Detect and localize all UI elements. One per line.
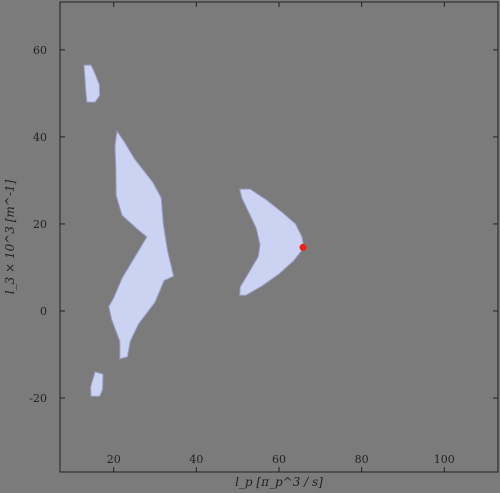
x-tick-label-1: 20: [107, 453, 121, 466]
points-layer: [299, 243, 307, 251]
axes-layer: 20 40 60 80 100 -20 0 20 40 60: [29, 1, 499, 473]
y-tick-label-3: 20: [33, 218, 47, 231]
x-tick-label-3: 60: [272, 453, 286, 466]
y-tick-label-4: 40: [33, 131, 47, 144]
regions-layer: [83, 64, 305, 397]
allowed-region-1: [83, 64, 101, 103]
x-axis-label: l_p [π_p^3 / s]: [235, 475, 323, 489]
x-tick-label-2: 40: [189, 453, 203, 466]
x-tick-label-5: 100: [434, 453, 455, 466]
y-tick-label-1: -20: [29, 392, 47, 405]
allowed-region-4: [239, 188, 305, 296]
y-tick-label-2: 0: [40, 305, 47, 318]
marker-point-1: [299, 243, 307, 251]
allowed-region-3: [90, 371, 104, 397]
y-axis-label: l_3 × 10^3 [m^-1]: [3, 179, 17, 294]
allowed-region-2: [108, 129, 175, 360]
x-tick-label-4: 80: [355, 453, 369, 466]
y-tick-label-5: 60: [33, 44, 47, 57]
